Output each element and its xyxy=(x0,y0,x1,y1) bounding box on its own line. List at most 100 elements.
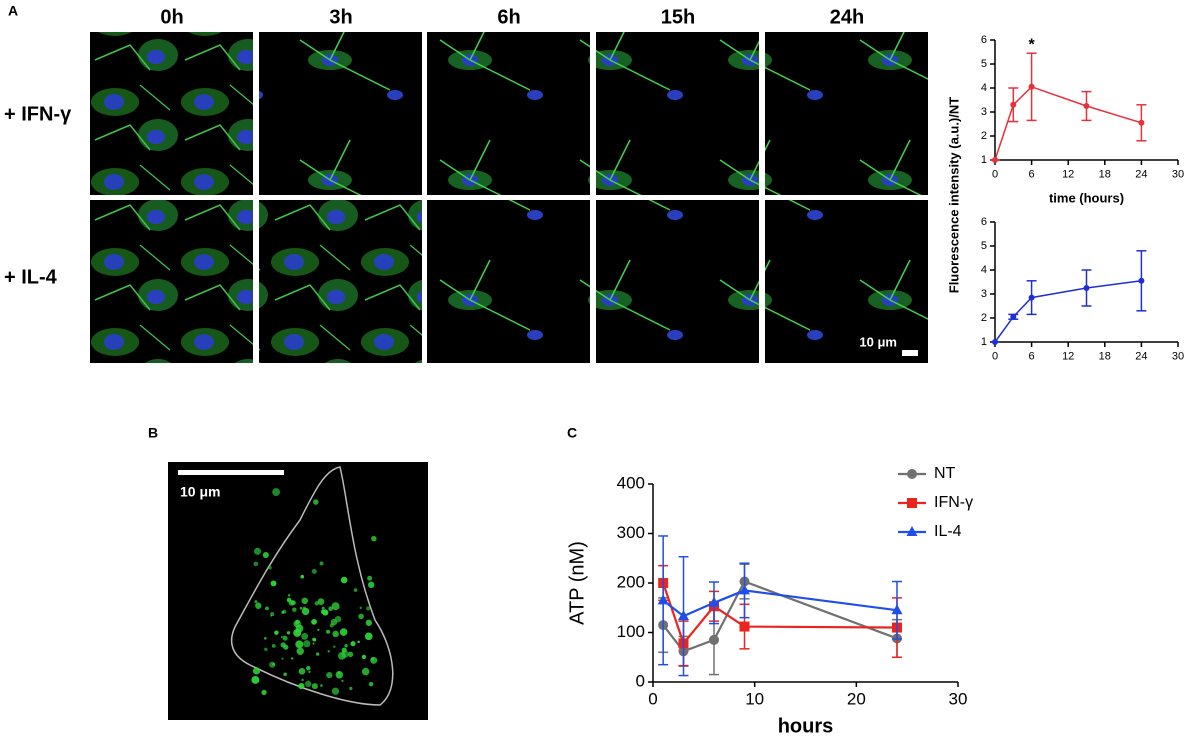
y-axis-label: ATP (nM) xyxy=(566,541,588,625)
y-tick-label: 6 xyxy=(981,34,987,46)
legend-marker xyxy=(907,498,917,508)
y-tick-label: 200 xyxy=(617,572,645,591)
particle xyxy=(268,566,272,570)
panel-label: C xyxy=(567,425,577,441)
x-tick-label: 0 xyxy=(992,169,998,181)
particle xyxy=(347,651,354,658)
particle xyxy=(269,661,276,668)
marker xyxy=(657,594,669,605)
particle xyxy=(315,652,320,656)
marker xyxy=(992,157,998,163)
particle xyxy=(294,621,299,626)
marker xyxy=(739,621,750,632)
panel-label: A xyxy=(8,3,18,19)
row-label: + IFN-γ xyxy=(4,103,72,125)
particle xyxy=(341,679,344,682)
particle xyxy=(350,641,356,647)
micrograph xyxy=(596,200,759,363)
x-tick-label: 24 xyxy=(1135,169,1147,181)
particle xyxy=(311,618,317,625)
particle xyxy=(251,675,260,684)
x-tick-label: 30 xyxy=(1172,169,1184,181)
particle xyxy=(321,606,325,610)
particle xyxy=(344,644,348,648)
micrograph xyxy=(427,32,590,195)
particle xyxy=(300,574,305,579)
panel-label: B xyxy=(148,425,158,441)
legend-label: IL-4 xyxy=(934,523,962,540)
particle xyxy=(264,647,268,652)
particle xyxy=(301,633,309,640)
x-tick-label: 20 xyxy=(847,690,866,709)
marker xyxy=(1010,101,1017,108)
particle xyxy=(301,678,304,682)
particle xyxy=(254,600,258,604)
legend-label: IFN-γ xyxy=(934,494,973,511)
particle xyxy=(261,689,267,696)
particle xyxy=(333,645,336,648)
particle xyxy=(286,631,291,635)
particle xyxy=(349,686,353,691)
particle xyxy=(312,499,319,505)
row-label: + IL-4 xyxy=(4,266,58,288)
particle xyxy=(339,628,348,636)
line xyxy=(994,280,1142,343)
particles xyxy=(251,488,378,696)
particle xyxy=(282,635,288,641)
particle xyxy=(274,630,279,635)
particle xyxy=(295,640,304,649)
marker xyxy=(1138,119,1145,126)
marker xyxy=(708,596,720,607)
scale-bar-label: 10 μm xyxy=(859,334,897,349)
micrograph-grid xyxy=(90,32,928,363)
marker xyxy=(1028,83,1035,90)
scale-bar xyxy=(178,470,284,475)
marker xyxy=(1083,285,1090,291)
marker xyxy=(1010,313,1017,320)
x-tick-label: 6 xyxy=(1029,169,1035,181)
particle xyxy=(290,657,294,660)
particle xyxy=(283,672,287,676)
particle xyxy=(296,647,304,656)
scale-bar-label: 10 μm xyxy=(180,484,220,500)
micrograph xyxy=(427,200,590,363)
y-tick-label: 4 xyxy=(981,264,987,276)
particle xyxy=(365,619,373,626)
particle xyxy=(308,670,311,674)
particle xyxy=(357,640,360,644)
particle xyxy=(290,600,296,606)
particle xyxy=(311,568,317,574)
x-tick-label: 0 xyxy=(648,690,657,709)
y-tick-label: 100 xyxy=(617,622,645,641)
particle xyxy=(305,680,312,687)
column-header: 0h xyxy=(160,6,183,28)
particle xyxy=(301,597,309,605)
line xyxy=(662,580,898,653)
particle xyxy=(283,644,289,650)
particle xyxy=(371,535,377,542)
y-tick-label: 0 xyxy=(636,671,645,690)
particle xyxy=(320,684,323,687)
x-tick-label: 30 xyxy=(1172,351,1184,363)
micrograph xyxy=(765,200,928,363)
particle xyxy=(361,654,367,660)
y-tick-label: 5 xyxy=(981,58,987,70)
y-tick-label: 2 xyxy=(981,312,987,324)
particle xyxy=(252,667,261,675)
y-tick-label: 6 xyxy=(981,216,987,228)
y-axis-label: Fluorescence intensity (a.u.)/NT xyxy=(946,97,961,294)
particle xyxy=(327,650,330,653)
marker xyxy=(739,584,750,595)
particle xyxy=(334,615,342,623)
particle xyxy=(361,667,370,676)
particle xyxy=(353,588,358,592)
y-tick-label: 400 xyxy=(617,473,645,492)
particle xyxy=(281,657,284,660)
particle xyxy=(286,597,292,603)
legend-marker xyxy=(906,526,918,536)
marker xyxy=(1028,294,1035,301)
particle xyxy=(306,665,311,671)
particle xyxy=(367,575,373,581)
particle xyxy=(311,683,318,690)
marker xyxy=(709,634,719,645)
